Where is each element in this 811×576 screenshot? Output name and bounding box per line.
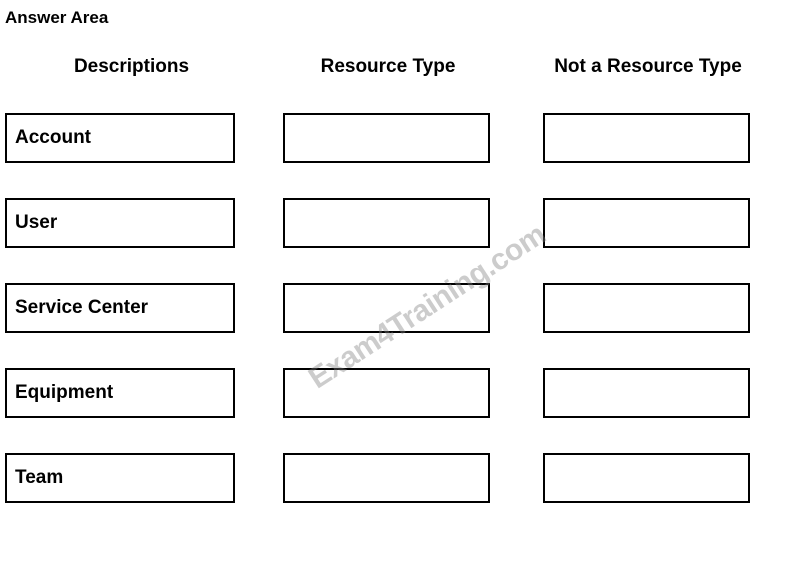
header-not-resource-type: Not a Resource Type <box>518 56 778 78</box>
header-row: Descriptions Resource Type Not a Resourc… <box>0 56 811 78</box>
table-row: Account <box>0 113 811 163</box>
description-account[interactable]: Account <box>5 113 235 163</box>
table-row: Equipment <box>0 368 811 418</box>
drop-not-resource-equipment[interactable] <box>543 368 750 418</box>
header-descriptions: Descriptions <box>5 56 258 78</box>
drop-not-resource-team[interactable] <box>543 453 750 503</box>
drop-resource-account[interactable] <box>283 113 490 163</box>
header-resource-type: Resource Type <box>258 56 518 78</box>
table-row: Service Center <box>0 283 811 333</box>
description-equipment[interactable]: Equipment <box>5 368 235 418</box>
drop-resource-equipment[interactable] <box>283 368 490 418</box>
table-row: User <box>0 198 811 248</box>
description-team[interactable]: Team <box>5 453 235 503</box>
drop-not-resource-account[interactable] <box>543 113 750 163</box>
table-row: Team <box>0 453 811 503</box>
description-service-center[interactable]: Service Center <box>5 283 235 333</box>
drop-resource-service-center[interactable] <box>283 283 490 333</box>
description-user[interactable]: User <box>5 198 235 248</box>
answer-area-title: Answer Area <box>0 8 811 28</box>
drop-resource-user[interactable] <box>283 198 490 248</box>
drop-not-resource-user[interactable] <box>543 198 750 248</box>
drop-not-resource-service-center[interactable] <box>543 283 750 333</box>
drop-resource-team[interactable] <box>283 453 490 503</box>
